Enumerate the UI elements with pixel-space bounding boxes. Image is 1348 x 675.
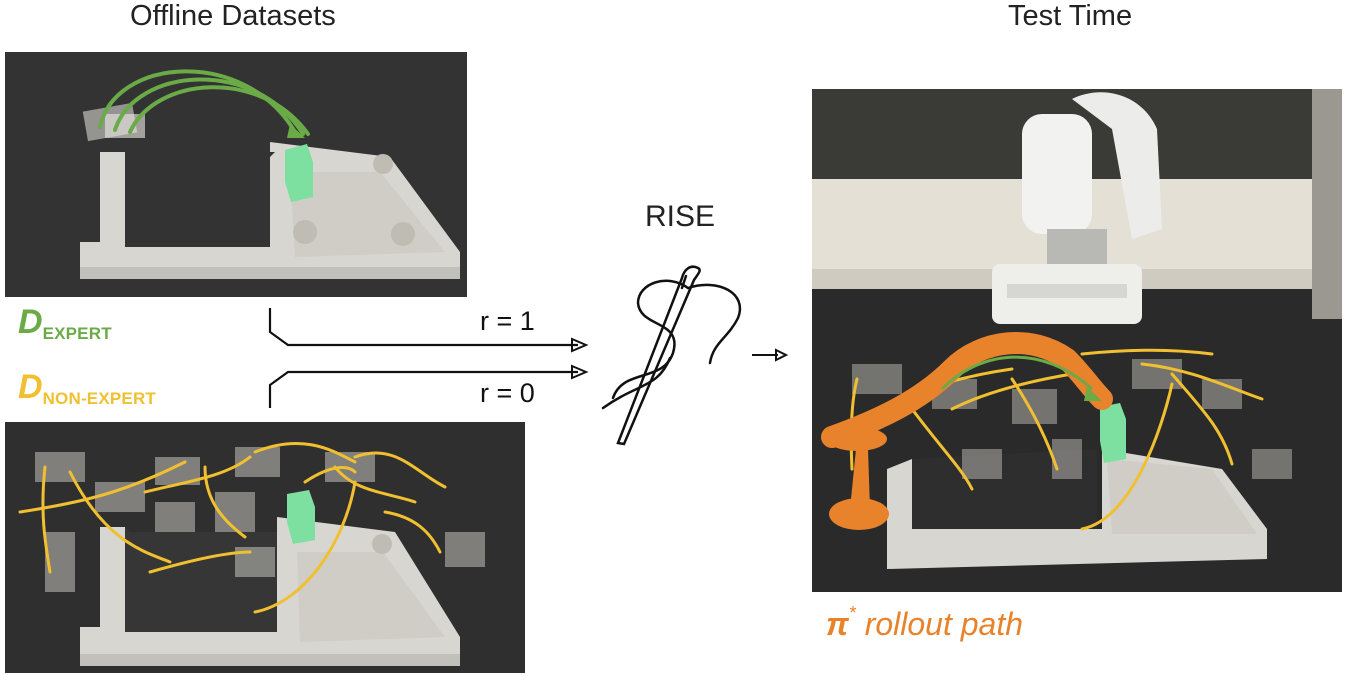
pi-star: * bbox=[848, 603, 856, 624]
nonexpert-scene-illustration bbox=[5, 422, 525, 673]
expert-dataset-letter: D bbox=[18, 303, 43, 341]
offline-datasets-heading: Offline Datasets bbox=[130, 0, 336, 32]
nonexpert-dataset-subscript: NON-EXPERT bbox=[42, 389, 157, 408]
expert-reward-label: r = 1 bbox=[480, 306, 535, 336]
pi-symbol: π bbox=[826, 606, 849, 642]
nonexpert-dataset-label: DNON-EXPERT bbox=[18, 368, 157, 408]
rollout-text: rollout path bbox=[855, 606, 1024, 642]
expert-dataset-subscript: EXPERT bbox=[42, 324, 112, 343]
nonexpert-dataset-letter: D bbox=[18, 368, 43, 406]
test-time-image bbox=[812, 89, 1342, 592]
expert-scene-illustration bbox=[5, 52, 467, 297]
expert-dataset-image bbox=[5, 52, 467, 297]
expert-dataset-label: DEXPERT bbox=[18, 303, 112, 343]
nonexpert-dataset-image bbox=[5, 422, 525, 673]
rollout-path-label: π* rollout path bbox=[826, 603, 1024, 643]
test-time-heading: Test Time bbox=[1008, 0, 1133, 32]
needle-thread-icon bbox=[601, 265, 742, 446]
arrow-right-icon bbox=[752, 348, 789, 362]
nonexpert-reward-label: r = 0 bbox=[480, 378, 535, 408]
test-time-scene-illustration bbox=[812, 89, 1342, 592]
dataset-flow-arrows bbox=[268, 308, 589, 408]
rise-label: RISE bbox=[645, 200, 716, 233]
